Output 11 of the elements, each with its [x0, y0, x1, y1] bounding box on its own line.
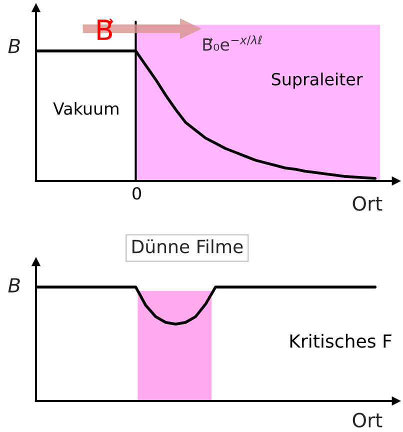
y-axis-title: B [8, 38, 20, 54]
x-axis-title: Ort [352, 196, 382, 211]
y-axis-title: B [8, 278, 20, 292]
text: B⃗₀e$^{−x/λℓ}$ [203, 35, 262, 51]
text: B⃗ [98, 18, 114, 40]
text: 0 [132, 187, 141, 200]
chart-title: Dünne Filme [132, 239, 243, 254]
annotation: Kritisches F [290, 334, 392, 348]
x-axis-title: Ort [352, 412, 382, 428]
annotation: Vakuum [53, 102, 118, 115]
annotation: Supraleiter [272, 72, 363, 89]
